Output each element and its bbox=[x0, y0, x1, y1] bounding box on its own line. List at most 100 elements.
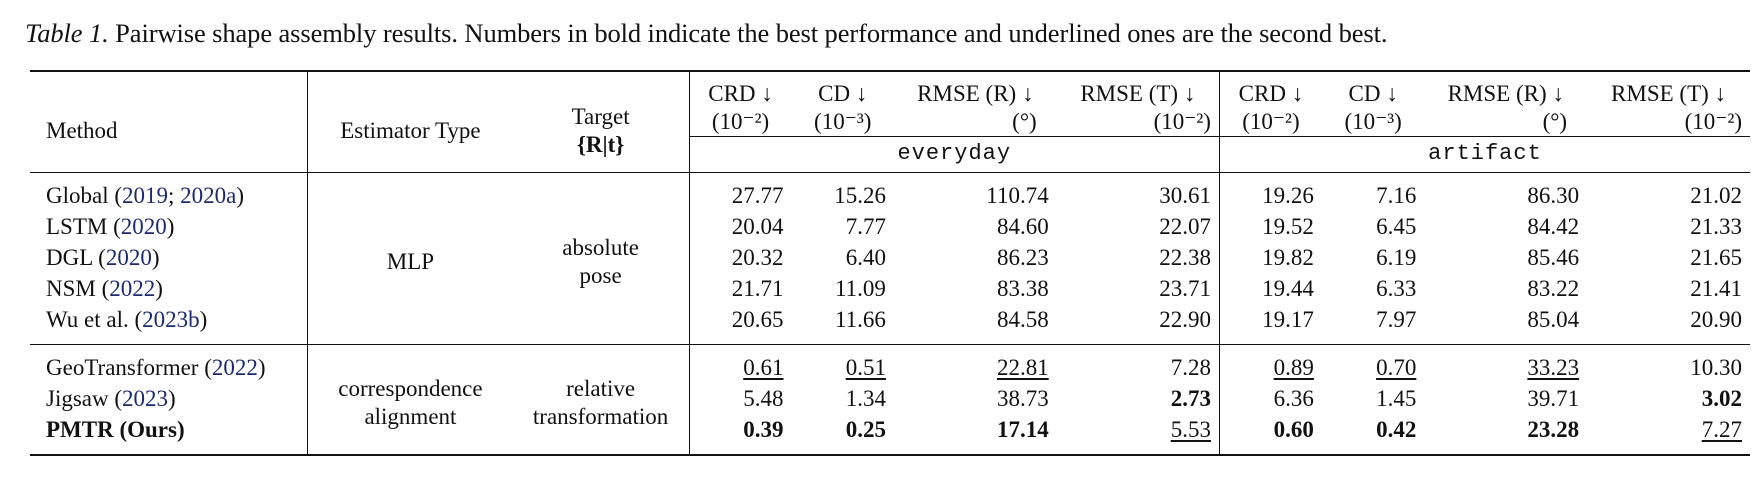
value-cell: 84.60 bbox=[996, 214, 1049, 240]
value-cell: 19.82 bbox=[1218, 242, 1322, 274]
estimator-type-cell: correspondence alignment bbox=[307, 344, 513, 455]
value-cell: 39.71 bbox=[1527, 386, 1580, 412]
value-cell: 3.02 bbox=[1701, 386, 1742, 412]
value-cell: 17.14 bbox=[996, 417, 1049, 443]
value-cell: 6.19 bbox=[1376, 245, 1417, 271]
method-name: GeoTransformer bbox=[46, 355, 199, 381]
method-cell: LSTM (2020) bbox=[46, 214, 175, 240]
header-estimator: Estimator Type bbox=[307, 71, 513, 173]
value-cell: 85.46 bbox=[1527, 245, 1580, 271]
table-row: NSM (2022) 21.71 11.09 83.38 23.71 19.44 6.33 8… bbox=[30, 273, 1750, 305]
estimator-line1: correspondence bbox=[338, 376, 483, 402]
value-cell: 27.77 bbox=[688, 172, 792, 212]
method-cell: Global (2019; 2020a) bbox=[46, 183, 245, 209]
value-cell: 19.26 bbox=[1218, 172, 1322, 212]
header-target: Target {R|t} bbox=[513, 71, 689, 172]
results-table: Method Estimator Type Target {R|t} CRD ↓… bbox=[30, 70, 1750, 456]
header-row: Method Estimator Type Target {R|t} CRD ↓… bbox=[30, 71, 1750, 173]
value-cell: 20.04 bbox=[688, 211, 792, 243]
header-artifact-rmse-r: RMSE (R) ↓ (°) bbox=[1447, 81, 1568, 135]
citation-link[interactable]: 2020 bbox=[105, 245, 152, 271]
caption-label: Table 1. bbox=[25, 18, 109, 48]
target-line2: pose bbox=[579, 263, 622, 289]
value-cell: 23.28 bbox=[1527, 417, 1580, 443]
citation-link[interactable]: 2022 bbox=[211, 355, 258, 381]
value-cell: 7.77 bbox=[845, 214, 886, 240]
target-line2: transformation bbox=[532, 404, 669, 430]
value-cell: 19.52 bbox=[1218, 211, 1322, 243]
value-cell: 2.73 bbox=[1170, 386, 1211, 412]
value-cell: 0.61 bbox=[688, 344, 792, 384]
header-artifact-rmse-t: RMSE (T) ↓ (10⁻²) bbox=[1611, 81, 1742, 135]
value-cell: 0.25 bbox=[845, 417, 886, 443]
header-everyday-crd: CRD ↓ (10⁻²) bbox=[688, 71, 792, 137]
citation-link[interactable]: 2023 bbox=[122, 386, 169, 412]
table-row: Wu et al. (2023b) 20.65 11.66 84.58 22.90 19.… bbox=[30, 304, 1750, 345]
value-cell: 21.65 bbox=[1690, 245, 1742, 271]
value-cell: 7.16 bbox=[1376, 183, 1417, 209]
value-cell: 22.07 bbox=[1159, 214, 1211, 240]
method-name: PMTR (Ours) bbox=[46, 417, 185, 443]
value-cell: 38.73 bbox=[996, 386, 1049, 412]
value-cell: 0.70 bbox=[1376, 355, 1417, 381]
relative-transformation-group: GeoTransformer (2022) correspondence align… bbox=[30, 344, 1750, 455]
table-caption: Table 1. Pairwise shape assembly results… bbox=[25, 18, 1388, 49]
estimator-type-cell: MLP bbox=[307, 172, 513, 345]
group-artifact: artifact bbox=[1218, 136, 1750, 173]
table-row: LSTM (2020) 20.04 7.77 84.60 22.07 19.52 6.45 8… bbox=[30, 211, 1750, 243]
method-name: NSM bbox=[46, 276, 96, 302]
value-cell: 21.33 bbox=[1690, 214, 1742, 240]
value-cell: 11.66 bbox=[835, 307, 886, 333]
method-cell: PMTR (Ours) bbox=[30, 415, 308, 455]
table-row: DGL (2020) 20.32 6.40 86.23 22.38 19.82 6.19 85… bbox=[30, 242, 1750, 274]
value-cell: 5.48 bbox=[688, 383, 792, 415]
value-cell: 15.26 bbox=[834, 183, 886, 209]
value-cell: 7.97 bbox=[1376, 307, 1417, 333]
value-cell: 11.09 bbox=[835, 276, 886, 302]
table-row: Jigsaw (2023) 5.48 1.34 38.73 2.73 6.36 1.45 39… bbox=[30, 383, 1750, 415]
value-cell: 83.22 bbox=[1527, 276, 1580, 302]
method-name: Global bbox=[46, 183, 109, 209]
target-cell: relative transformation bbox=[513, 344, 689, 455]
value-cell: 0.60 bbox=[1218, 414, 1322, 455]
caption-text: Pairwise shape assembly results. Numbers… bbox=[108, 18, 1388, 48]
method-name: DGL bbox=[46, 245, 93, 271]
table-row: Global (2019; 2020a) MLP absolute pose 27.77… bbox=[30, 172, 1750, 345]
citation-link[interactable]: 2019 bbox=[122, 183, 169, 209]
method-cell: NSM (2022) bbox=[46, 276, 163, 302]
target-line1: absolute bbox=[562, 235, 639, 261]
value-cell: 33.23 bbox=[1527, 355, 1580, 381]
value-cell: 21.71 bbox=[688, 273, 792, 305]
value-cell: 10.30 bbox=[1690, 355, 1742, 381]
value-cell: 20.90 bbox=[1690, 307, 1742, 333]
value-cell: 85.04 bbox=[1527, 307, 1580, 333]
citation-link[interactable]: 2022 bbox=[109, 276, 156, 302]
value-cell: 22.81 bbox=[996, 355, 1049, 381]
citation-link[interactable]: 2020 bbox=[120, 214, 167, 240]
method-cell: GeoTransformer (2022) bbox=[46, 355, 266, 381]
group-everyday: everyday bbox=[688, 136, 1220, 173]
method-cell: Jigsaw (2023) bbox=[46, 386, 176, 412]
value-cell: 21.41 bbox=[1690, 276, 1742, 302]
value-cell: 1.45 bbox=[1376, 386, 1417, 412]
header-everyday-rmse-r: RMSE (R) ↓ (°) bbox=[917, 81, 1037, 135]
value-cell: 0.39 bbox=[688, 414, 792, 455]
citation-link[interactable]: 2020a bbox=[180, 183, 237, 209]
header-artifact-cd: CD ↓ (10⁻³) bbox=[1344, 81, 1402, 135]
value-cell: 19.17 bbox=[1218, 304, 1322, 345]
value-cell: 0.42 bbox=[1376, 417, 1417, 443]
estimator-mlp: MLP bbox=[386, 249, 435, 275]
absolute-pose-group: Global (2019; 2020a) MLP absolute pose 27.77… bbox=[30, 172, 1750, 345]
table-row: GeoTransformer (2022) correspondence align… bbox=[30, 344, 1750, 455]
target-cell: absolute pose bbox=[513, 172, 689, 344]
value-cell: 20.65 bbox=[688, 304, 792, 345]
value-cell: 84.58 bbox=[996, 307, 1049, 333]
method-name: LSTM bbox=[46, 214, 108, 240]
value-cell: 5.53 bbox=[1170, 417, 1211, 443]
header-target-line1: Target bbox=[571, 104, 630, 130]
value-cell: 86.30 bbox=[1527, 183, 1580, 209]
citation-link[interactable]: 2023b bbox=[142, 307, 200, 333]
value-cell: 1.34 bbox=[845, 386, 886, 412]
group-header-row: everyday artifact bbox=[30, 136, 1750, 173]
method-name: Jigsaw bbox=[46, 386, 109, 412]
